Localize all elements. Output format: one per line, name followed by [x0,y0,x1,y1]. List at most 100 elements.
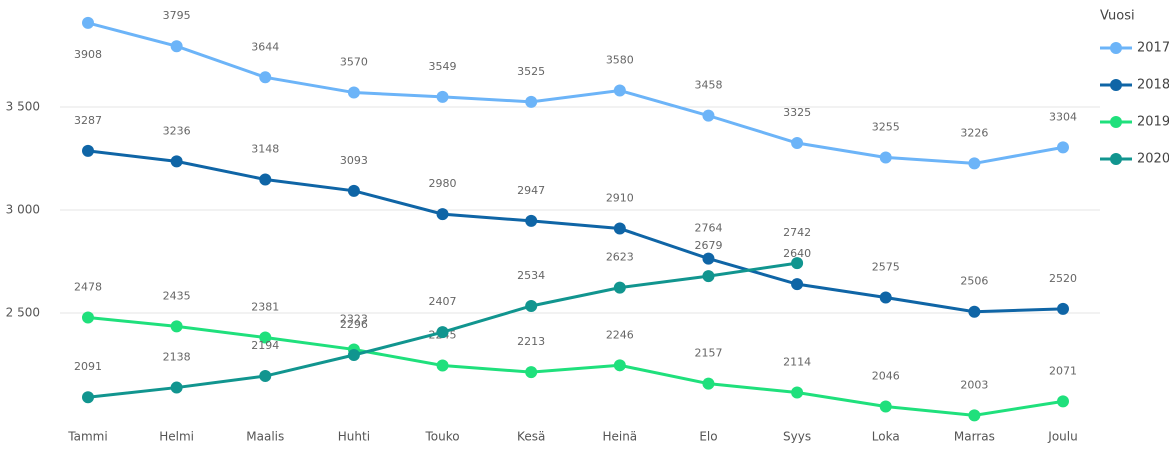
point [968,157,981,170]
point [170,381,183,394]
point [879,291,892,304]
legend-marker [1110,42,1122,54]
point [259,331,272,344]
data-label: 2534 [517,269,545,282]
point [525,366,538,379]
point [525,95,538,108]
data-label: 2246 [606,328,634,341]
x-tick-label: Tammi [67,430,107,444]
series-line [87,149,1064,314]
x-tick-label: Loka [872,430,900,444]
data-label: 2157 [694,347,722,360]
x-tick-label: Joulu [1047,430,1077,444]
point [968,409,981,422]
point [170,320,183,333]
point [968,305,981,318]
data-label: 2435 [163,289,191,302]
point [613,281,626,294]
point [436,90,449,103]
point [436,359,449,372]
point [791,137,804,150]
data-label: 3549 [429,60,457,73]
data-label: 3570 [340,56,368,69]
point [702,270,715,283]
data-label: 2623 [606,251,634,264]
series-line [87,21,1064,165]
data-label: 2679 [694,239,722,252]
legend-marker [1110,153,1122,165]
data-label: 2296 [340,318,368,331]
data-label: 2478 [74,281,102,294]
data-label: 2091 [74,360,102,373]
point [791,386,804,399]
x-tick-label: Kesä [517,430,545,444]
x-tick-label: Maalis [246,430,284,444]
point [436,208,449,221]
data-label: 2046 [872,370,900,383]
point [82,311,94,324]
point [1057,141,1069,154]
data-label: 3580 [606,53,634,66]
legend-marker [1110,116,1122,128]
point [347,349,360,362]
data-label: 3795 [163,9,191,22]
data-label: 2575 [872,261,900,274]
point [702,377,715,390]
data-label: 2114 [783,356,811,369]
data-label: 3287 [74,114,102,127]
legend-label: 2017 [1137,41,1169,56]
legend-label: 2018 [1137,78,1169,93]
point [791,257,804,270]
point [613,222,626,235]
data-label: 3148 [251,142,279,155]
y-tick-label: 3 500 [6,99,40,113]
point [702,109,715,122]
point [259,370,272,383]
data-label: 2323 [340,312,368,325]
legend-marker [1110,79,1122,91]
data-label: 2213 [517,335,545,348]
legend-label: 2020 [1137,152,1169,167]
data-label: 3908 [74,48,102,61]
point [702,252,715,265]
point [1057,395,1069,408]
data-label: 3226 [960,126,988,139]
point [1057,302,1069,315]
data-label: 3093 [340,154,368,167]
point [436,326,449,339]
data-label: 3644 [251,40,279,53]
data-label: 2407 [429,295,457,308]
point [613,84,626,97]
data-label: 2742 [783,226,811,239]
point [525,299,538,312]
y-tick-label: 2 500 [6,305,40,319]
data-label: 2947 [517,184,545,197]
x-tick-label: Helmi [159,430,194,444]
data-label: 2506 [960,275,988,288]
point [613,359,626,372]
data-label: 2381 [251,301,279,314]
point [879,400,892,413]
data-label: 2138 [163,351,191,364]
x-tick-label: Touko [424,430,459,444]
x-tick-label: Marras [954,430,995,444]
data-label: 2520 [1049,272,1077,285]
point [879,151,892,164]
x-tick-label: Heinä [602,430,637,444]
point [170,155,183,168]
data-label: 3525 [517,65,545,78]
point [347,86,360,99]
data-label: 2194 [251,339,279,352]
x-tick-label: Syys [783,430,811,444]
data-label: 2003 [960,378,988,391]
y-tick-label: 3 000 [6,202,40,216]
data-label: 2071 [1049,364,1077,377]
series-line [87,316,1064,417]
point [82,144,94,157]
point [82,16,94,29]
data-label: 3325 [783,106,811,119]
data-label: 2764 [694,222,722,235]
point [170,40,183,53]
data-label: 3304 [1049,110,1077,123]
point [259,71,272,84]
